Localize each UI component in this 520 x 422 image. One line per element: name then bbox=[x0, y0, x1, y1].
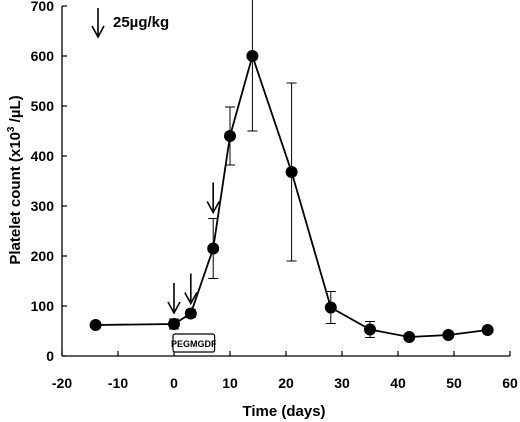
data-point bbox=[207, 242, 220, 255]
x-tick-label: 40 bbox=[390, 375, 406, 391]
x-tick-label: 10 bbox=[222, 375, 238, 391]
data-point bbox=[285, 166, 298, 178]
dose-arrow-icon bbox=[206, 182, 220, 215]
y-tick-label: 600 bbox=[31, 48, 55, 64]
y-tick-label: 100 bbox=[31, 298, 55, 314]
svg-text:Platelet count (x103 /µL): Platelet count (x103 /µL) bbox=[6, 95, 24, 264]
data-points bbox=[89, 50, 494, 343]
treatment-box-label: PEGMGDF bbox=[171, 339, 217, 349]
data-point bbox=[246, 50, 259, 62]
treatment-box: PEGMGDF bbox=[171, 333, 217, 353]
y-tick-label: 500 bbox=[31, 98, 55, 114]
y-tick-label: 200 bbox=[31, 248, 55, 264]
y-tick-label: 300 bbox=[31, 198, 55, 214]
x-tick-label: 0 bbox=[170, 375, 178, 391]
y-axis-title-main: Platelet count (x10 bbox=[7, 132, 24, 265]
y-axis-title: Platelet count (x103 /µL) bbox=[6, 95, 24, 264]
data-point bbox=[324, 301, 337, 314]
x-tick-label: 60 bbox=[502, 375, 518, 391]
axes: 0 100 200 300 400 500 600 700 -20 -10 0 10 20 30 40 50 6… bbox=[31, 0, 518, 391]
y-axis-title-unit: /µL) bbox=[7, 95, 24, 126]
x-tick-label: 50 bbox=[446, 375, 462, 391]
data-point bbox=[481, 324, 494, 336]
data-point bbox=[224, 130, 236, 142]
dose-arrows bbox=[167, 182, 220, 315]
x-tick-label: 30 bbox=[334, 375, 350, 391]
data-point bbox=[403, 331, 416, 343]
data-point bbox=[184, 307, 197, 320]
y-tick-label: 0 bbox=[46, 348, 54, 364]
x-axis-title: Time (days) bbox=[242, 403, 325, 420]
data-point bbox=[364, 323, 376, 336]
legend-label: 25µg/kg bbox=[113, 14, 169, 31]
y-tick-label: 700 bbox=[31, 0, 55, 14]
y-tick-label: 400 bbox=[31, 148, 55, 164]
legend-arrow-icon bbox=[91, 8, 105, 39]
data-point bbox=[89, 319, 102, 331]
dose-arrow-icon bbox=[167, 283, 181, 315]
legend: 25µg/kg bbox=[91, 8, 169, 39]
x-tick-label: -10 bbox=[108, 375, 128, 391]
x-tick-label: -20 bbox=[52, 375, 72, 391]
x-tick-label: 20 bbox=[278, 375, 294, 391]
data-point bbox=[442, 329, 455, 341]
dose-arrow-icon bbox=[184, 273, 198, 306]
y-axis-title-superscript: 3 bbox=[6, 126, 17, 132]
data-point bbox=[168, 318, 180, 330]
treatment-box-rect bbox=[172, 333, 216, 353]
